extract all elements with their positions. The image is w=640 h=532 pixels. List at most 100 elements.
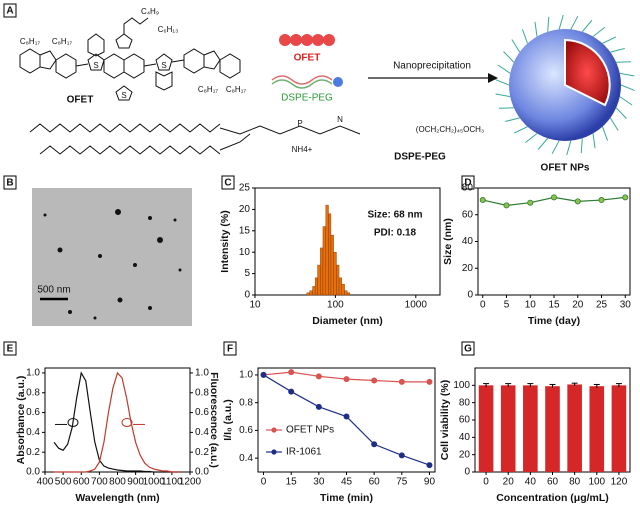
side-chain: C₈H₁₇ (198, 85, 219, 94)
x-tick-label: 10 (249, 300, 261, 311)
x-tick-label: 60 (547, 477, 559, 488)
particle (157, 237, 163, 243)
particle (57, 247, 63, 253)
y-tick-label: 20 (239, 204, 251, 215)
side-chain: C₆H₁₃ (158, 25, 179, 34)
histogram-bar (341, 284, 345, 296)
peg-chain (521, 29, 528, 44)
y-tick-label: 25 (239, 183, 251, 194)
particle (178, 268, 182, 272)
point (551, 194, 558, 201)
particle (148, 216, 152, 220)
histogram-bar (325, 204, 329, 296)
peg-chain (558, 14, 564, 30)
x-axis-label: Concentration (μg/mL) (496, 492, 609, 504)
bar (589, 386, 605, 472)
point (315, 373, 322, 380)
peg-chain (602, 36, 617, 44)
point (574, 198, 581, 205)
ofet-structure (19, 17, 241, 101)
atom: S (161, 61, 166, 70)
peg-chain (570, 15, 579, 30)
y2-tick-label: 1.0 (195, 368, 209, 379)
histogram-bar (328, 213, 332, 296)
panel-label: E (7, 344, 14, 355)
histogram-bar (338, 277, 342, 296)
x-tick-label: 20 (503, 477, 515, 488)
panel-label-box (3, 175, 17, 190)
histogram-bar (309, 290, 313, 296)
side-chain: C₈H₁₇ (20, 37, 41, 46)
y2-tick-label: 0.8 (195, 387, 209, 398)
side-chain: C₈H₁₇ (52, 37, 73, 46)
y-tick-label: 20 (459, 449, 471, 460)
side-chain: C₈H₁₇ (226, 85, 247, 94)
dspe-structure (29, 123, 361, 155)
legend-marker (271, 449, 277, 455)
x-tick-label: 1200 (179, 477, 202, 488)
y-tick-label: 0.4 (239, 453, 253, 464)
y-tick-label: 0.8 (239, 397, 253, 408)
particles (43, 209, 182, 320)
x-tick-label: 1000 (405, 300, 428, 311)
y-tick-label: 1.0 (26, 368, 40, 379)
peg-chain (592, 133, 596, 149)
particle (173, 218, 177, 222)
panel-label-box (221, 175, 235, 190)
panel-label: B (6, 178, 13, 189)
histogram-bar (344, 290, 348, 296)
atom: S (121, 91, 126, 100)
x-tick-label: 5 (504, 300, 510, 311)
y-tick-label: 40 (459, 432, 471, 443)
x-tick-label: 60 (369, 477, 381, 488)
x-tick-label: 30 (620, 300, 632, 311)
y2-tick-label: 0.4 (195, 427, 209, 438)
x-tick-label: 20 (572, 300, 584, 311)
point (398, 378, 405, 385)
x-tick-label: 10 (525, 300, 537, 311)
panel-label-box (461, 175, 475, 190)
y-tick-label: 0.8 (26, 387, 40, 398)
point (426, 462, 433, 469)
peg-chain (497, 64, 511, 74)
panel-label-box (461, 341, 475, 356)
nanoparticle (495, 14, 635, 156)
peg-chain (503, 51, 515, 63)
point (598, 197, 605, 204)
arrow-head (488, 73, 498, 83)
particle (148, 306, 152, 310)
legend-dspe-icon (271, 75, 343, 89)
peg-chain (609, 117, 619, 131)
atom: P (297, 119, 302, 128)
point (343, 413, 350, 420)
x-tick-label: 800 (109, 477, 126, 488)
bar (500, 385, 516, 472)
y-tick-label: 100 (453, 380, 470, 391)
x-tick-label: 80 (569, 477, 581, 488)
histogram-bar (306, 292, 310, 296)
peg-chain (534, 21, 538, 37)
histogram-bar (312, 286, 316, 296)
legend-label: OFET NPs (286, 425, 334, 436)
legend-ofet-icon (279, 34, 335, 46)
particle (93, 316, 97, 320)
point (315, 403, 322, 410)
dspe-name: DSPE-PEG (394, 152, 446, 163)
histogram-bar (333, 251, 337, 296)
y-tick-label: 0.6 (239, 425, 253, 436)
point (479, 197, 486, 204)
bar (545, 386, 560, 472)
legend-dspe: DSPE-PEG (281, 93, 333, 104)
peg-chain (619, 96, 633, 106)
y-axis-label: Cell viability (%) (439, 380, 451, 461)
y-axis-label: Absorbance (a.u.) (15, 376, 27, 465)
particle (98, 254, 102, 258)
plot-frame (44, 367, 191, 473)
tem-image (32, 188, 192, 326)
series-line (54, 371, 181, 473)
x-tick-label: 30 (313, 477, 325, 488)
x-tick-label: 15 (286, 477, 298, 488)
y-axis-label: I/I₀ (a.u.) (222, 399, 234, 440)
peg-chain (580, 138, 583, 154)
